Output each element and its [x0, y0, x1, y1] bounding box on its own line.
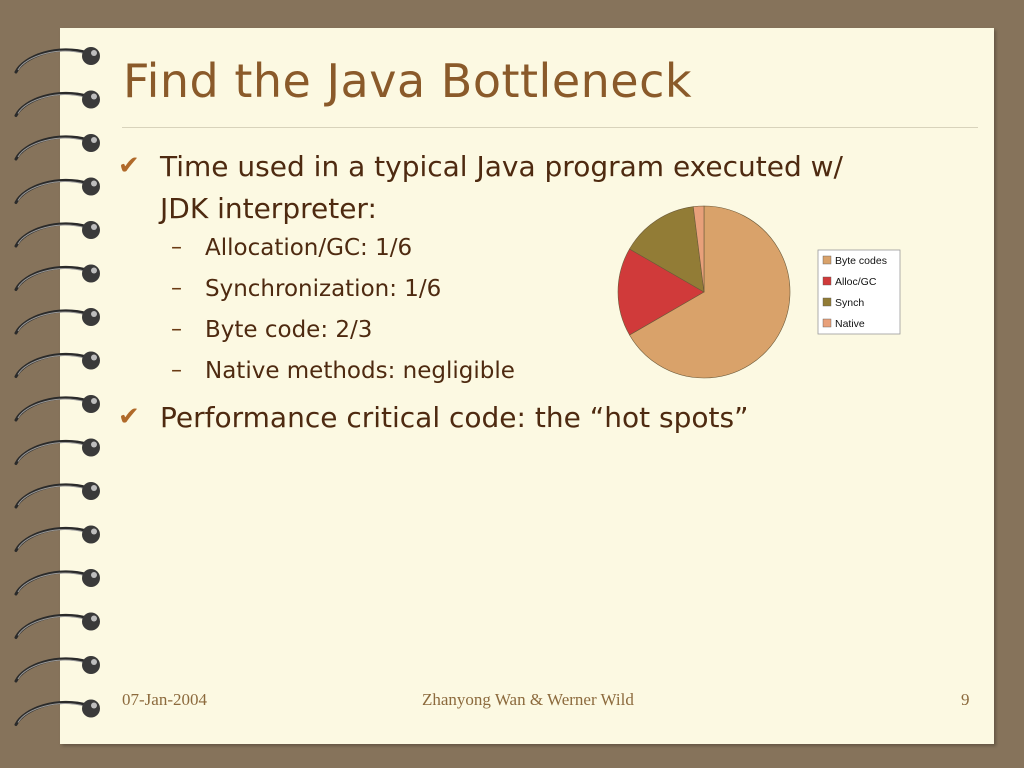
dash-icon: –	[171, 358, 182, 383]
legend-label: Native	[835, 318, 865, 330]
sub-bullet-item: – Synchronization: 1/6	[171, 274, 625, 304]
sub-bullet-item: – Native methods: negligible	[171, 356, 625, 386]
title-divider	[122, 127, 978, 128]
bullet-text-line2: JDK interpreter:	[160, 192, 377, 225]
legend-label: Alloc/GC	[835, 276, 877, 288]
spiral-ring	[14, 177, 100, 204]
spiral-ring	[14, 525, 100, 552]
spiral-ring	[14, 656, 100, 683]
pie-slice-alloc-gc	[617, 248, 705, 336]
dash-icon: –	[171, 317, 182, 342]
pie-chart-svg: Byte codes Alloc/GC Synch Native	[617, 205, 901, 379]
pie-slice-byte-codes	[629, 205, 791, 379]
bullet-text-line1: Performance critical code: the “hot spot…	[160, 401, 749, 434]
sub-bullet-item: – Byte code: 2/3	[171, 315, 625, 345]
legend-swatch	[822, 297, 832, 307]
check-mark-icon: ✔	[118, 402, 140, 432]
chart-legend	[817, 249, 901, 335]
sub-bullet-text: Byte code: 2/3	[205, 317, 373, 343]
bullet-item: ✔ Time used in a typical Java program ex…	[118, 146, 940, 230]
spiral-ring	[14, 351, 100, 378]
spiral-ring	[14, 47, 100, 74]
spiral-binding-icon	[14, 47, 100, 726]
sub-bullet-text: Synchronization: 1/6	[205, 276, 442, 302]
spiral-ring	[14, 221, 100, 248]
spiral-ring	[14, 612, 100, 639]
spiral-ring	[14, 264, 100, 291]
spiral-ring	[14, 90, 100, 117]
spiral-ring	[14, 134, 100, 161]
dash-icon: –	[171, 235, 182, 260]
spiral-ring	[14, 308, 100, 335]
bullet-item: ✔ Performance critical code: the “hot sp…	[118, 397, 940, 439]
time-usage-pie-chart: Byte codes Alloc/GC Synch Native	[612, 200, 912, 385]
footer-authors: Zhanyong Wan & Werner Wild	[422, 690, 634, 709]
pie-slice-native	[692, 205, 705, 293]
slide-page	[60, 28, 994, 744]
sub-bullet-item: – Allocation/GC: 1/6	[171, 233, 625, 263]
footer-page-number: 9	[961, 690, 970, 709]
sub-bullet-text: Allocation/GC: 1/6	[205, 235, 413, 261]
footer-date: 07-Jan-2004	[122, 690, 207, 709]
legend-label: Synch	[835, 297, 864, 309]
pie-slice-synch	[629, 206, 705, 293]
legend-swatch	[822, 255, 832, 265]
dash-icon: –	[171, 276, 182, 301]
spiral-ring	[14, 395, 100, 422]
spiral-ring	[14, 438, 100, 465]
bullet-text-line1: Time used in a typical Java program exec…	[160, 150, 843, 183]
spiral-ring	[14, 699, 100, 726]
spiral-ring	[14, 569, 100, 596]
legend-label: Byte codes	[835, 255, 887, 267]
legend-swatch	[822, 276, 832, 286]
slide-title: Find the Java Bottleneck	[123, 54, 693, 108]
legend-swatch	[822, 318, 832, 328]
spiral-ring	[14, 482, 100, 509]
sub-bullet-text: Native methods: negligible	[205, 358, 515, 384]
check-mark-icon: ✔	[118, 151, 140, 181]
